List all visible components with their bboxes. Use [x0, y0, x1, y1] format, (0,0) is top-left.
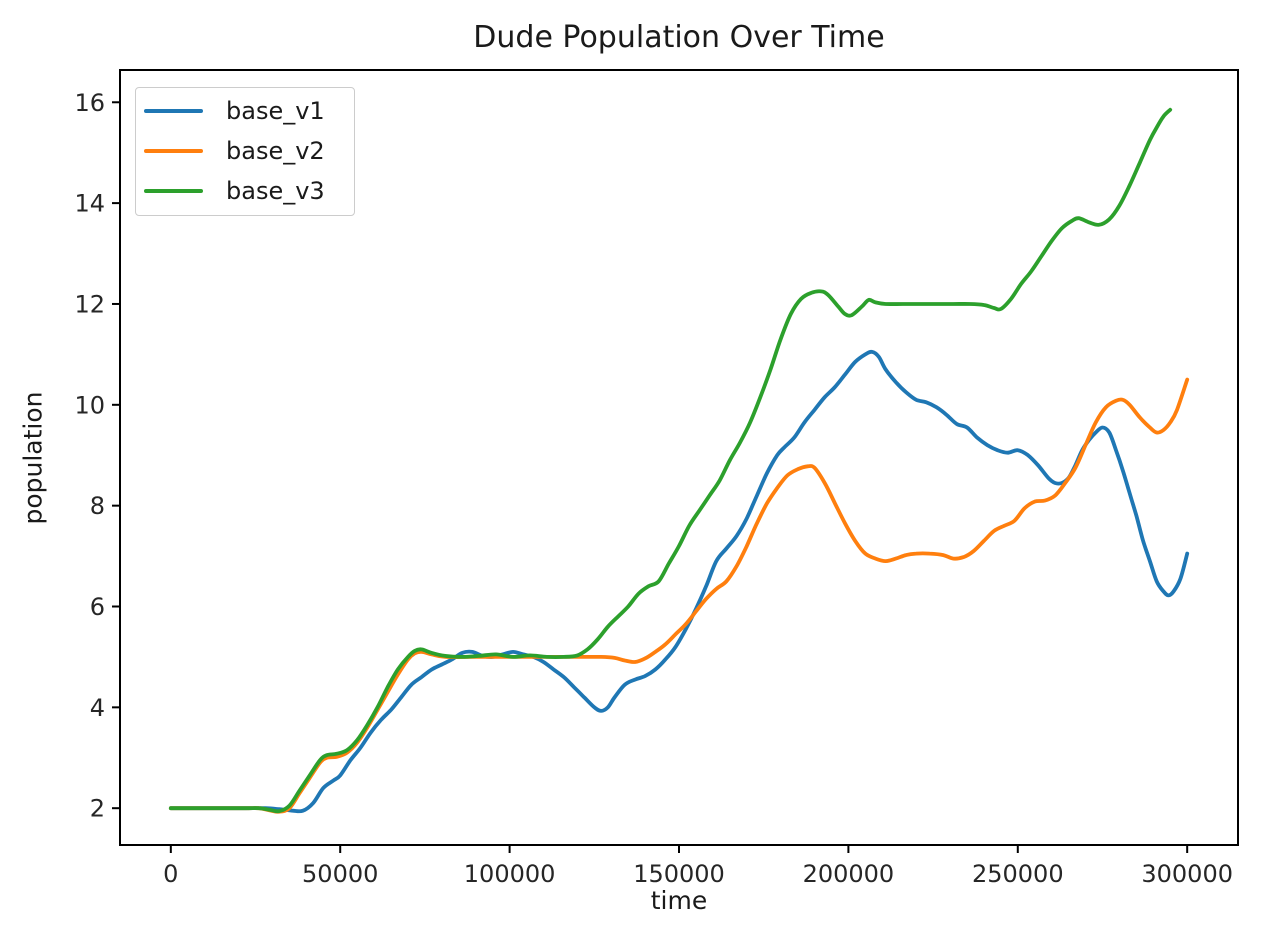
x-tick-label: 0 — [163, 860, 178, 888]
y-tick-label: 8 — [90, 492, 105, 520]
legend-line-swatch — [144, 149, 203, 153]
x-tick-label: 200000 — [803, 860, 895, 888]
legend-entry-label: base_v1 — [226, 97, 325, 125]
legend-entry-label: base_v2 — [226, 137, 325, 165]
series-line-base_v2 — [168, 377, 1190, 814]
legend-entry-base-v2: base_v2 — [136, 131, 354, 171]
x-tick-label: 50000 — [302, 860, 378, 888]
x-tick-label: 100000 — [464, 860, 556, 888]
legend-line-swatch — [144, 109, 203, 113]
x-tick-label: 300000 — [1141, 860, 1233, 888]
y-tick-label: 14 — [74, 190, 105, 218]
legend-entry-base-v3: base_v3 — [136, 171, 354, 211]
series-line-base_v1 — [168, 349, 1190, 814]
x-axis-label: time — [650, 886, 708, 915]
x-tick-label: 250000 — [972, 860, 1064, 888]
legend-line-swatch — [144, 189, 203, 193]
y-tick-label: 2 — [90, 795, 105, 823]
legend: base_v1 base_v2 base_v3 — [135, 87, 355, 216]
plot-border — [119, 69, 1239, 846]
y-tick-label: 16 — [74, 89, 105, 117]
y-tick-label: 4 — [90, 694, 105, 722]
chart-title: Dude Population Over Time — [473, 20, 885, 55]
legend-entry-label: base_v3 — [226, 177, 325, 205]
y-axis-label: population — [18, 391, 48, 525]
legend-entry-base-v1: base_v1 — [136, 91, 354, 131]
y-tick-label: 10 — [74, 391, 105, 419]
x-tick-label: 150000 — [633, 860, 725, 888]
y-tick-label: 12 — [74, 290, 105, 318]
y-tick-label: 6 — [90, 593, 105, 621]
series-line-base_v3 — [168, 107, 1173, 814]
